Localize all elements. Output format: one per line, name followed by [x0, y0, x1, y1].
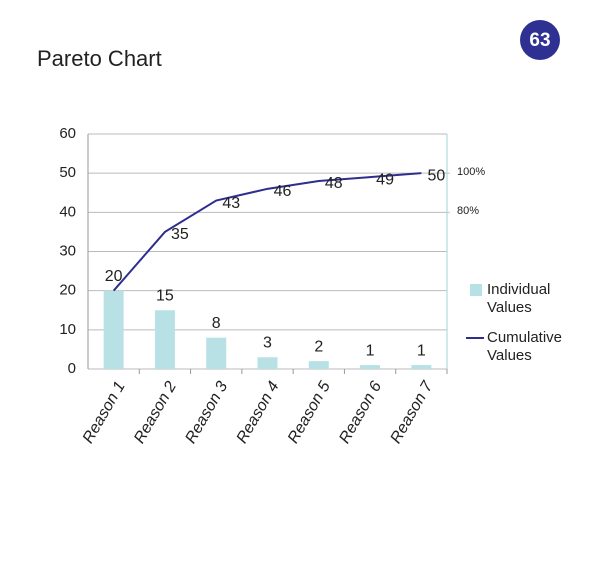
- bar: [206, 337, 227, 369]
- data-label: 46: [274, 183, 292, 200]
- page-badge: [520, 20, 560, 60]
- data-label: 43: [222, 195, 240, 212]
- y2-tick-label: 80%: [457, 205, 479, 217]
- bar: [103, 290, 124, 369]
- x-tick-label: Reason 7: [388, 378, 438, 447]
- x-tick-label: Reason 3: [182, 379, 231, 447]
- x-tick-label: Reason 6: [336, 379, 385, 447]
- y-tick-label: 0: [68, 360, 76, 377]
- data-label: 1: [366, 342, 375, 359]
- y-tick-label: 50: [59, 164, 76, 181]
- data-label: 1: [417, 342, 426, 359]
- legend-label: Individual Values: [487, 281, 551, 316]
- data-label: 50: [427, 167, 445, 184]
- legend-swatch: [470, 284, 482, 296]
- page-number: 63: [529, 30, 550, 51]
- chart-title: Pareto Chart: [37, 46, 162, 71]
- y2-tick-label: 100%: [457, 166, 485, 178]
- x-tick-label: Reason 4: [234, 379, 283, 447]
- data-label: 49: [376, 171, 394, 188]
- y-tick-label: 40: [59, 203, 76, 220]
- data-label: 35: [171, 226, 189, 243]
- line: [112, 172, 422, 292]
- x-tick-label: Reason 5: [285, 379, 334, 447]
- data-label: 3: [263, 334, 272, 351]
- bar: [411, 365, 432, 369]
- x-tick-label: Reason 2: [131, 379, 180, 447]
- bar: [257, 357, 278, 369]
- y-tick-label: 20: [59, 282, 76, 299]
- data-label: 48: [325, 175, 343, 192]
- legend-label: Cumulative Values: [487, 329, 563, 364]
- y-tick-label: 60: [59, 125, 76, 142]
- bar: [154, 310, 175, 369]
- bar: [360, 365, 381, 369]
- data-label: 2: [314, 338, 323, 355]
- data-label: 20: [105, 268, 123, 285]
- x-tick-label: Reason 1: [80, 379, 129, 447]
- y-tick-label: 30: [59, 242, 76, 259]
- y-tick-label: 10: [59, 321, 76, 338]
- data-label: 8: [212, 315, 221, 332]
- bar: [308, 361, 329, 369]
- data-label: 15: [156, 287, 174, 304]
